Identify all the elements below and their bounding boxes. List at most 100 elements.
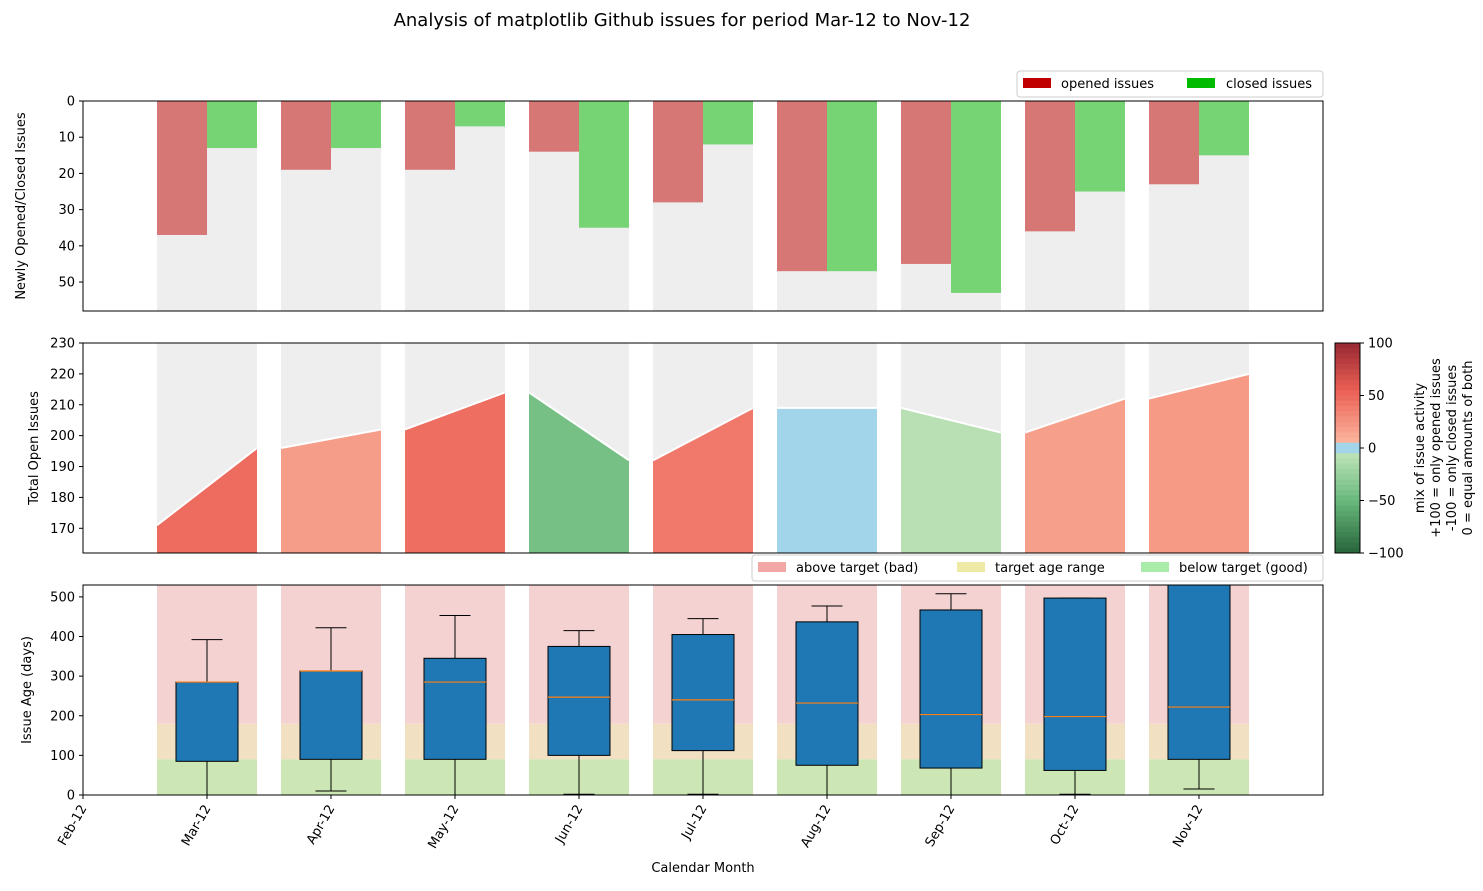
x-tick-label: Aug-12 [798,803,834,851]
colorbar: 100 50 0 −50 −100 [1334,337,1404,562]
colorbar-segment [1335,495,1360,501]
colorbar-segment [1335,348,1360,354]
x-tick-label: Nov-12 [1170,803,1206,851]
y-tick-label: 0 [67,789,75,804]
open-issues-area [653,407,753,553]
open-issues-line [528,391,630,462]
open-issues-line [156,447,258,526]
iqr-box [299,670,363,760]
open-issues-line [900,406,1002,434]
y-tick-label: 30 [58,203,75,218]
colorbar-segment [1335,479,1360,486]
opened-bar [529,101,579,152]
closed-bar [703,101,753,145]
iqr-box [1043,597,1107,771]
colorbar-segment [1335,442,1360,449]
open-issues-area [281,429,381,553]
colorbar-label-3: -100 = only closed issues [1445,365,1460,532]
colorbar-segment [1335,379,1360,386]
iqr-box [547,645,611,756]
colorbar-segment [1335,427,1360,433]
colorbar-segment [1335,453,1360,459]
x-tick-label: Jun-12 [552,803,586,847]
bottom-panel-y-ticks: 0 100 200 300 400 500 [50,590,83,804]
colorbar-tick-label: −50 [1368,494,1395,509]
colorbar-segment [1335,516,1360,522]
legend-swatch-opened [1023,78,1051,88]
closed-bar [1199,101,1249,156]
y-tick-label: 40 [58,239,75,254]
colorbar-segment [1335,432,1360,438]
open-issues-line [1024,397,1126,434]
colorbar-segment [1335,358,1360,365]
opened-bar [281,101,331,170]
bottom-panel-boxes [175,584,1231,796]
y-tick-label: 100 [50,749,75,764]
legend-label-below-target: below target (good) [1179,561,1308,576]
middle-panel-y-ticks: 170 180 190 200 210 220 230 [50,337,83,537]
y-tick-label: 0 [67,95,75,110]
bottom-panel: 0 100 200 300 400 500 Issue Age (days) above … [20,554,1324,804]
y-tick-label: 300 [50,670,75,685]
closed-bar [827,101,877,272]
colorbar-tick-label: 100 [1368,337,1393,352]
open-issues-area [529,392,629,553]
y-tick-label: 400 [50,630,75,645]
y-tick-label: 20 [58,167,75,182]
x-tick-label: May-12 [426,803,463,852]
colorbar-segment [1335,474,1360,480]
colorbar-segment [1335,532,1360,538]
colorbar-segment [1335,421,1360,428]
middle-panel-areas [156,372,1250,553]
opened-bar [1025,101,1075,232]
y-tick-label: 210 [50,398,75,413]
y-tick-label: 50 [58,276,75,291]
open-issues-area [777,407,877,553]
top-panel-frame [82,100,1324,312]
open-issues-line [404,391,506,431]
iqr-box [795,621,859,766]
colorbar-tick-label: 0 [1368,442,1376,457]
colorbar-segment [1335,511,1360,517]
opened-bar [405,101,455,170]
closed-bar [455,101,505,127]
closed-bar [331,101,381,149]
iqr-box [919,609,983,769]
iqr-box [175,681,239,762]
middle-panel-ylabel: Total Open Issues [27,391,42,506]
middle-panel-frame [82,342,1324,554]
y-tick-label: 10 [58,131,75,146]
x-axis-ticks: Feb-12 Mar-12 Apr-12 May-12 Jun-12 Jul-12 Aug-… [55,795,1206,851]
colorbar-segment [1335,490,1360,496]
y-tick-label: 500 [50,590,75,605]
colorbar-segment [1335,521,1360,528]
colorbar-segment [1335,500,1360,507]
colorbar-tick-label: −100 [1368,547,1404,562]
opened-bar [777,101,827,272]
colorbar-segment [1335,385,1360,391]
legend-label-closed: closed issues [1226,77,1312,92]
closed-bar [207,101,257,149]
colorbar-segment [1335,463,1360,470]
opened-bar [653,101,703,203]
legend-label-target-range: target age range [995,561,1105,576]
colorbar-tick-label: 50 [1368,389,1385,404]
y-tick-label: 200 [50,429,75,444]
x-tick-label: Jul-12 [679,803,711,843]
legend-swatch-above-target [758,562,786,572]
open-issues-area [405,392,505,553]
colorbar-label-4: 0 = equal amounts of both [1461,361,1476,536]
top-panel-y-ticks: 0 10 20 30 40 50 [58,95,83,291]
y-tick-label: 200 [50,709,75,724]
colorbar-segment [1335,526,1360,533]
colorbar-segment [1335,458,1360,465]
colorbar-segment [1335,448,1360,454]
top-panel-bars [157,101,1249,293]
legend-swatch-below-target [1141,562,1169,572]
legend-label-above-target: above target (bad) [796,561,918,576]
colorbar-segment [1335,395,1360,402]
open-issues-line [280,428,382,449]
opened-bar [901,101,951,264]
open-issues-line [1148,372,1250,400]
